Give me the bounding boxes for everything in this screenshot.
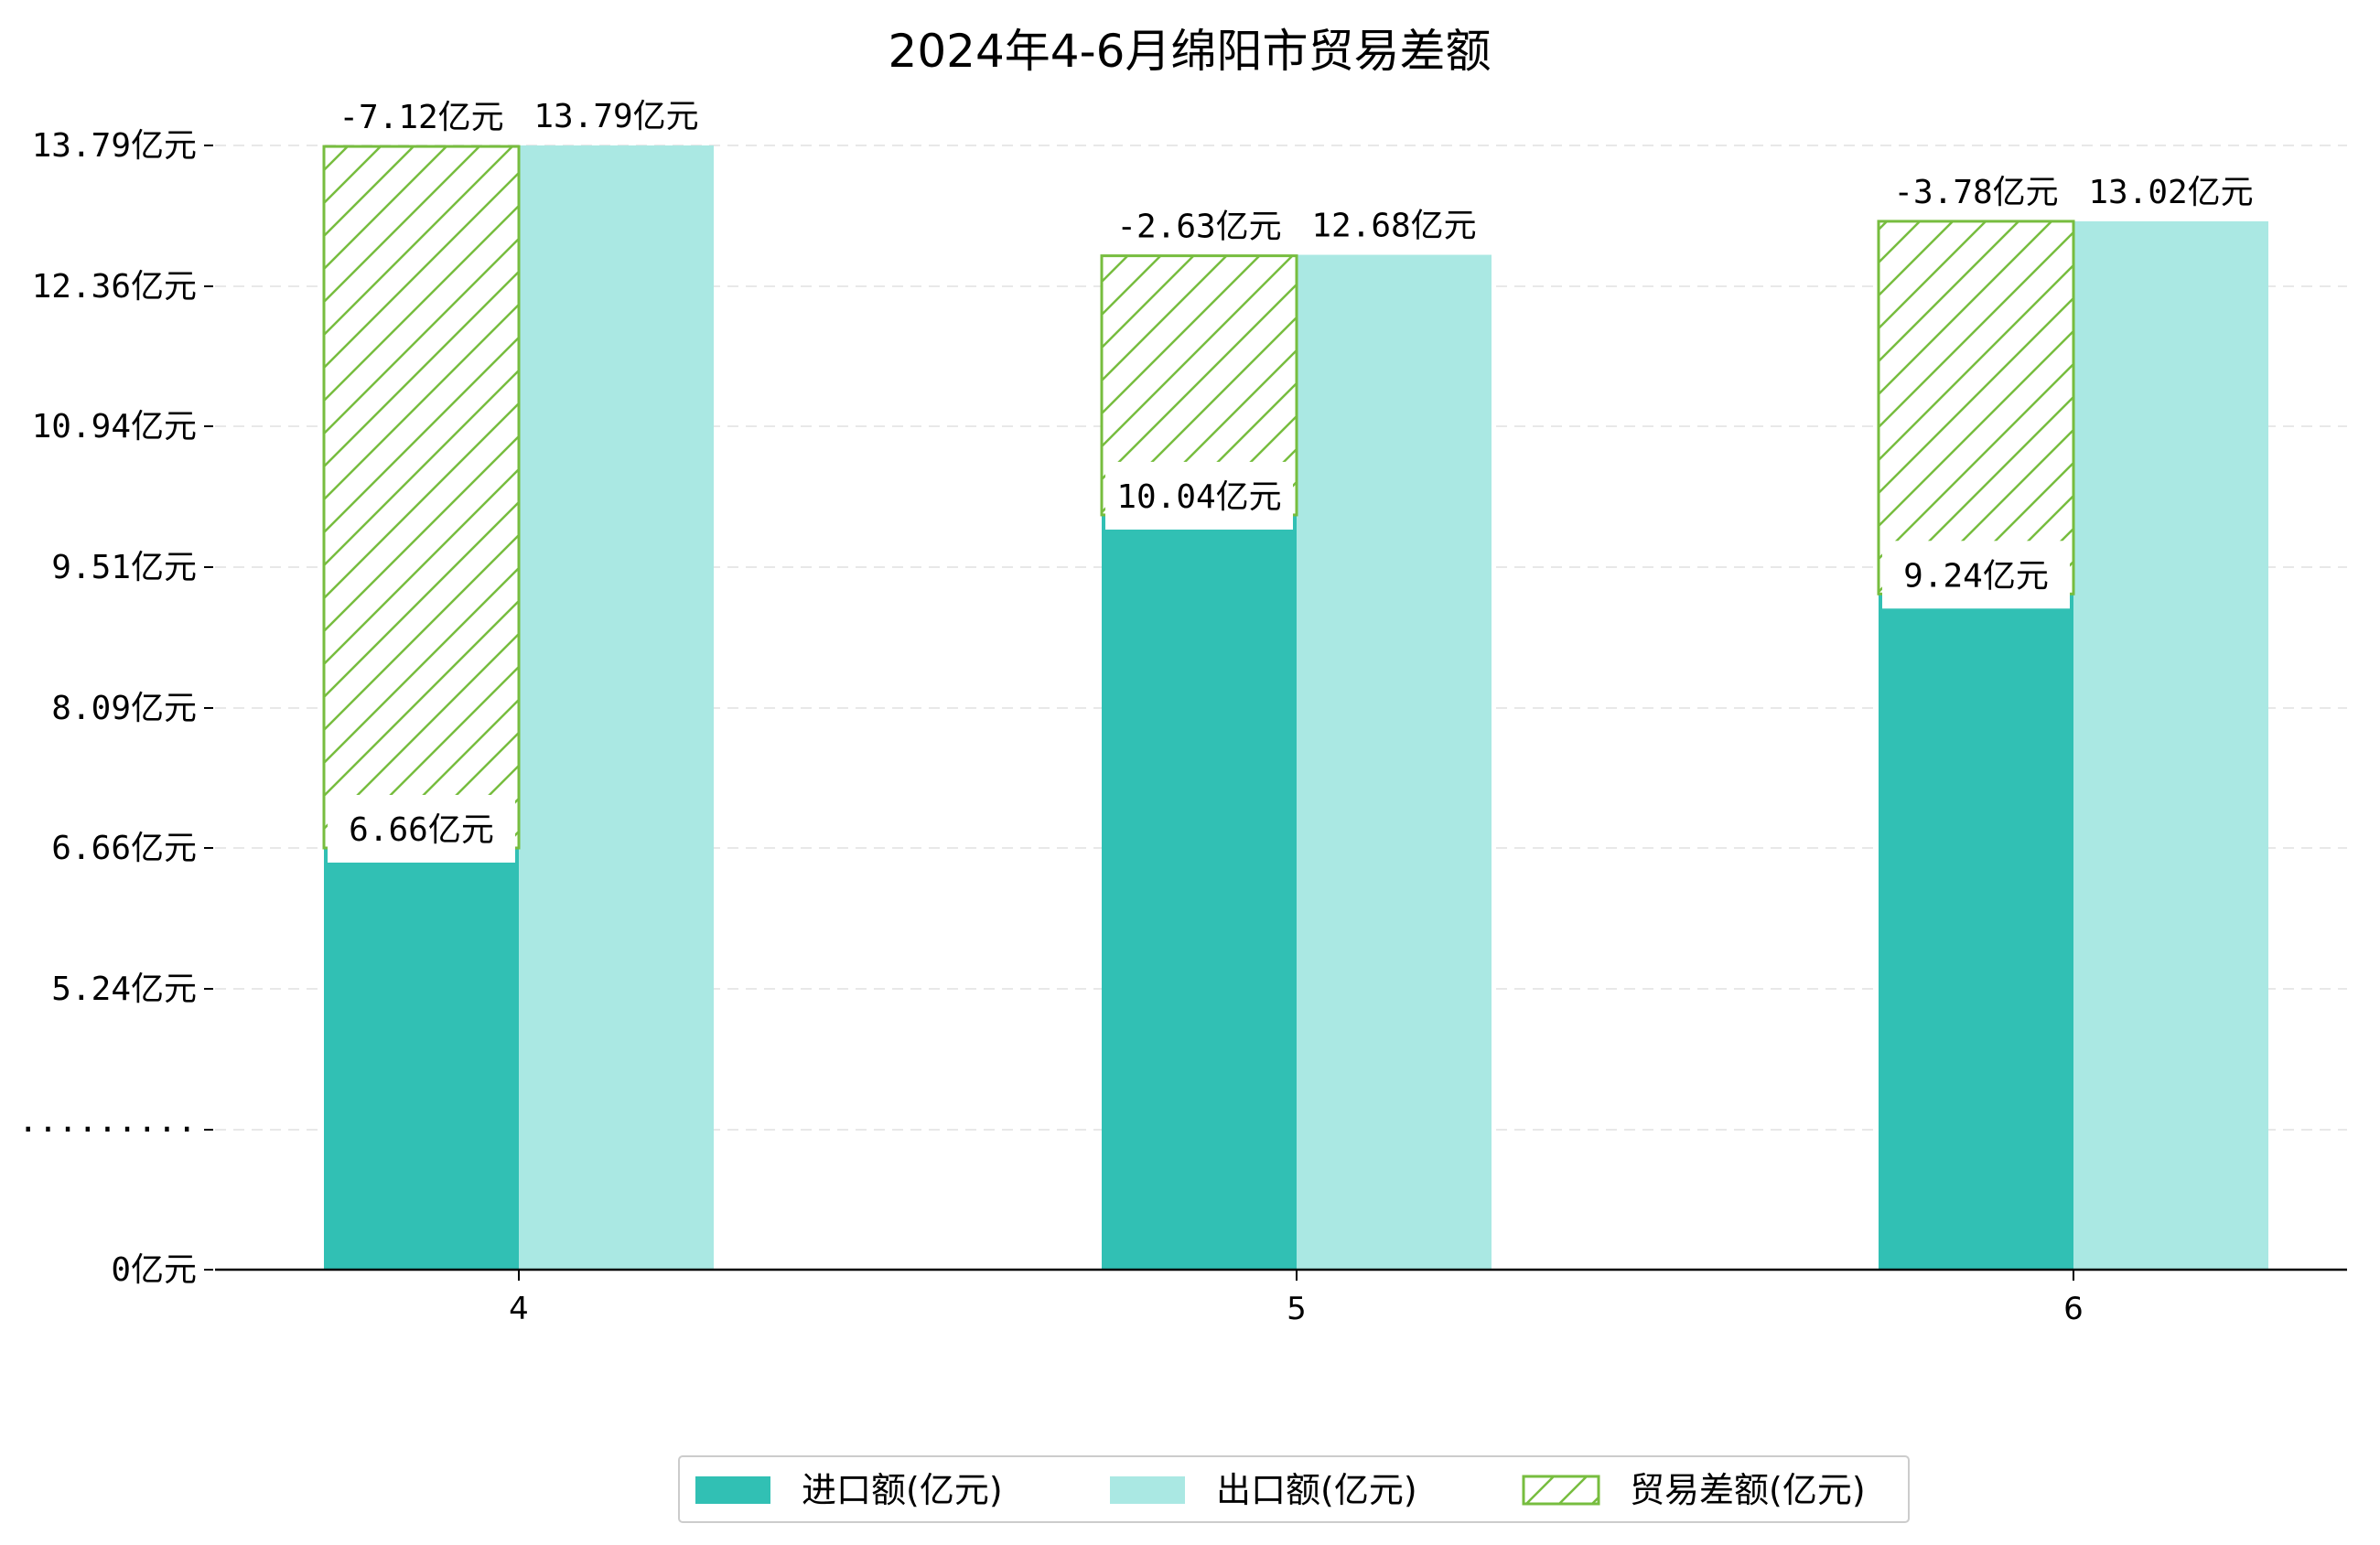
import-bar [1879,594,2073,1270]
export-bar [2073,220,2268,1270]
import-bar [1102,514,1297,1270]
y-tick-label: 0亿元 [111,1251,197,1289]
y-tick-label: 10.94亿元 [32,408,197,445]
legend-import-swatch [695,1476,770,1504]
y-tick-label: 8.09亿元 [51,690,197,727]
y-tick-label: ········· [18,1111,197,1149]
trade-balance-bar [1877,220,2075,595]
export-value-label: 13.02亿元 [2088,174,2253,211]
balance-label-box [1105,202,1293,251]
y-tick-label: 12.36亿元 [32,268,197,306]
x-tick-label: 6 [2063,1291,2084,1327]
legend-box [678,1455,1910,1523]
balance-value-label: -3.78亿元 [1893,174,2058,211]
import-label-box [1882,541,2070,609]
axes-layer: 0亿元 ········· 5.24亿元 6.66亿元 8.09亿元 9.51亿元 10.9… [18,127,2347,1327]
import-value-label: 9.24亿元 [1903,557,2049,595]
y-tick-label: 9.51亿元 [51,549,197,586]
y-tick-label: 5.24亿元 [51,971,197,1008]
import-value-label: 10.04亿元 [1116,478,1281,516]
import-label-box [1105,461,1293,530]
import-bar [324,848,519,1270]
balance-label-box [328,93,515,142]
legend: 进口额(亿元) 出口额(亿元) 贸易差额(亿元) [678,1455,1910,1523]
legend-export-swatch [1110,1476,1185,1504]
import-label-box [328,795,515,863]
import-value-label: 6.66亿元 [349,811,494,849]
legend-balance-swatch [1522,1475,1600,1506]
legend-export-label: 出口额(亿元) [1216,1470,1417,1510]
balance-value-label: -2.63亿元 [1116,209,1281,246]
export-bar [519,145,714,1270]
trade-balance-bar [322,145,521,850]
legend-import-label: 进口额(亿元) [802,1470,1003,1510]
balance-label-box [1882,167,2070,216]
balance-value-label: -7.12亿元 [339,99,503,136]
export-value-label: 12.68亿元 [1311,208,1476,245]
data-labels-layer: 6.66亿元 -7.12亿元 13.79亿元 10.04亿元 -2.63亿元 12.68亿… [328,93,2254,863]
bars-layer [322,145,2268,1270]
y-tick-label: 6.66亿元 [51,830,197,867]
chart-title: 2024年4-6月绵阳市贸易差额 [888,25,1492,78]
x-tick-label: 5 [1287,1291,1307,1327]
y-tick-label: 13.79亿元 [32,127,197,165]
x-tick-label: 4 [509,1291,529,1327]
export-bar [1297,254,1492,1270]
legend-balance-label: 贸易差额(亿元) [1630,1470,1866,1510]
export-value-label: 13.79亿元 [533,98,698,135]
